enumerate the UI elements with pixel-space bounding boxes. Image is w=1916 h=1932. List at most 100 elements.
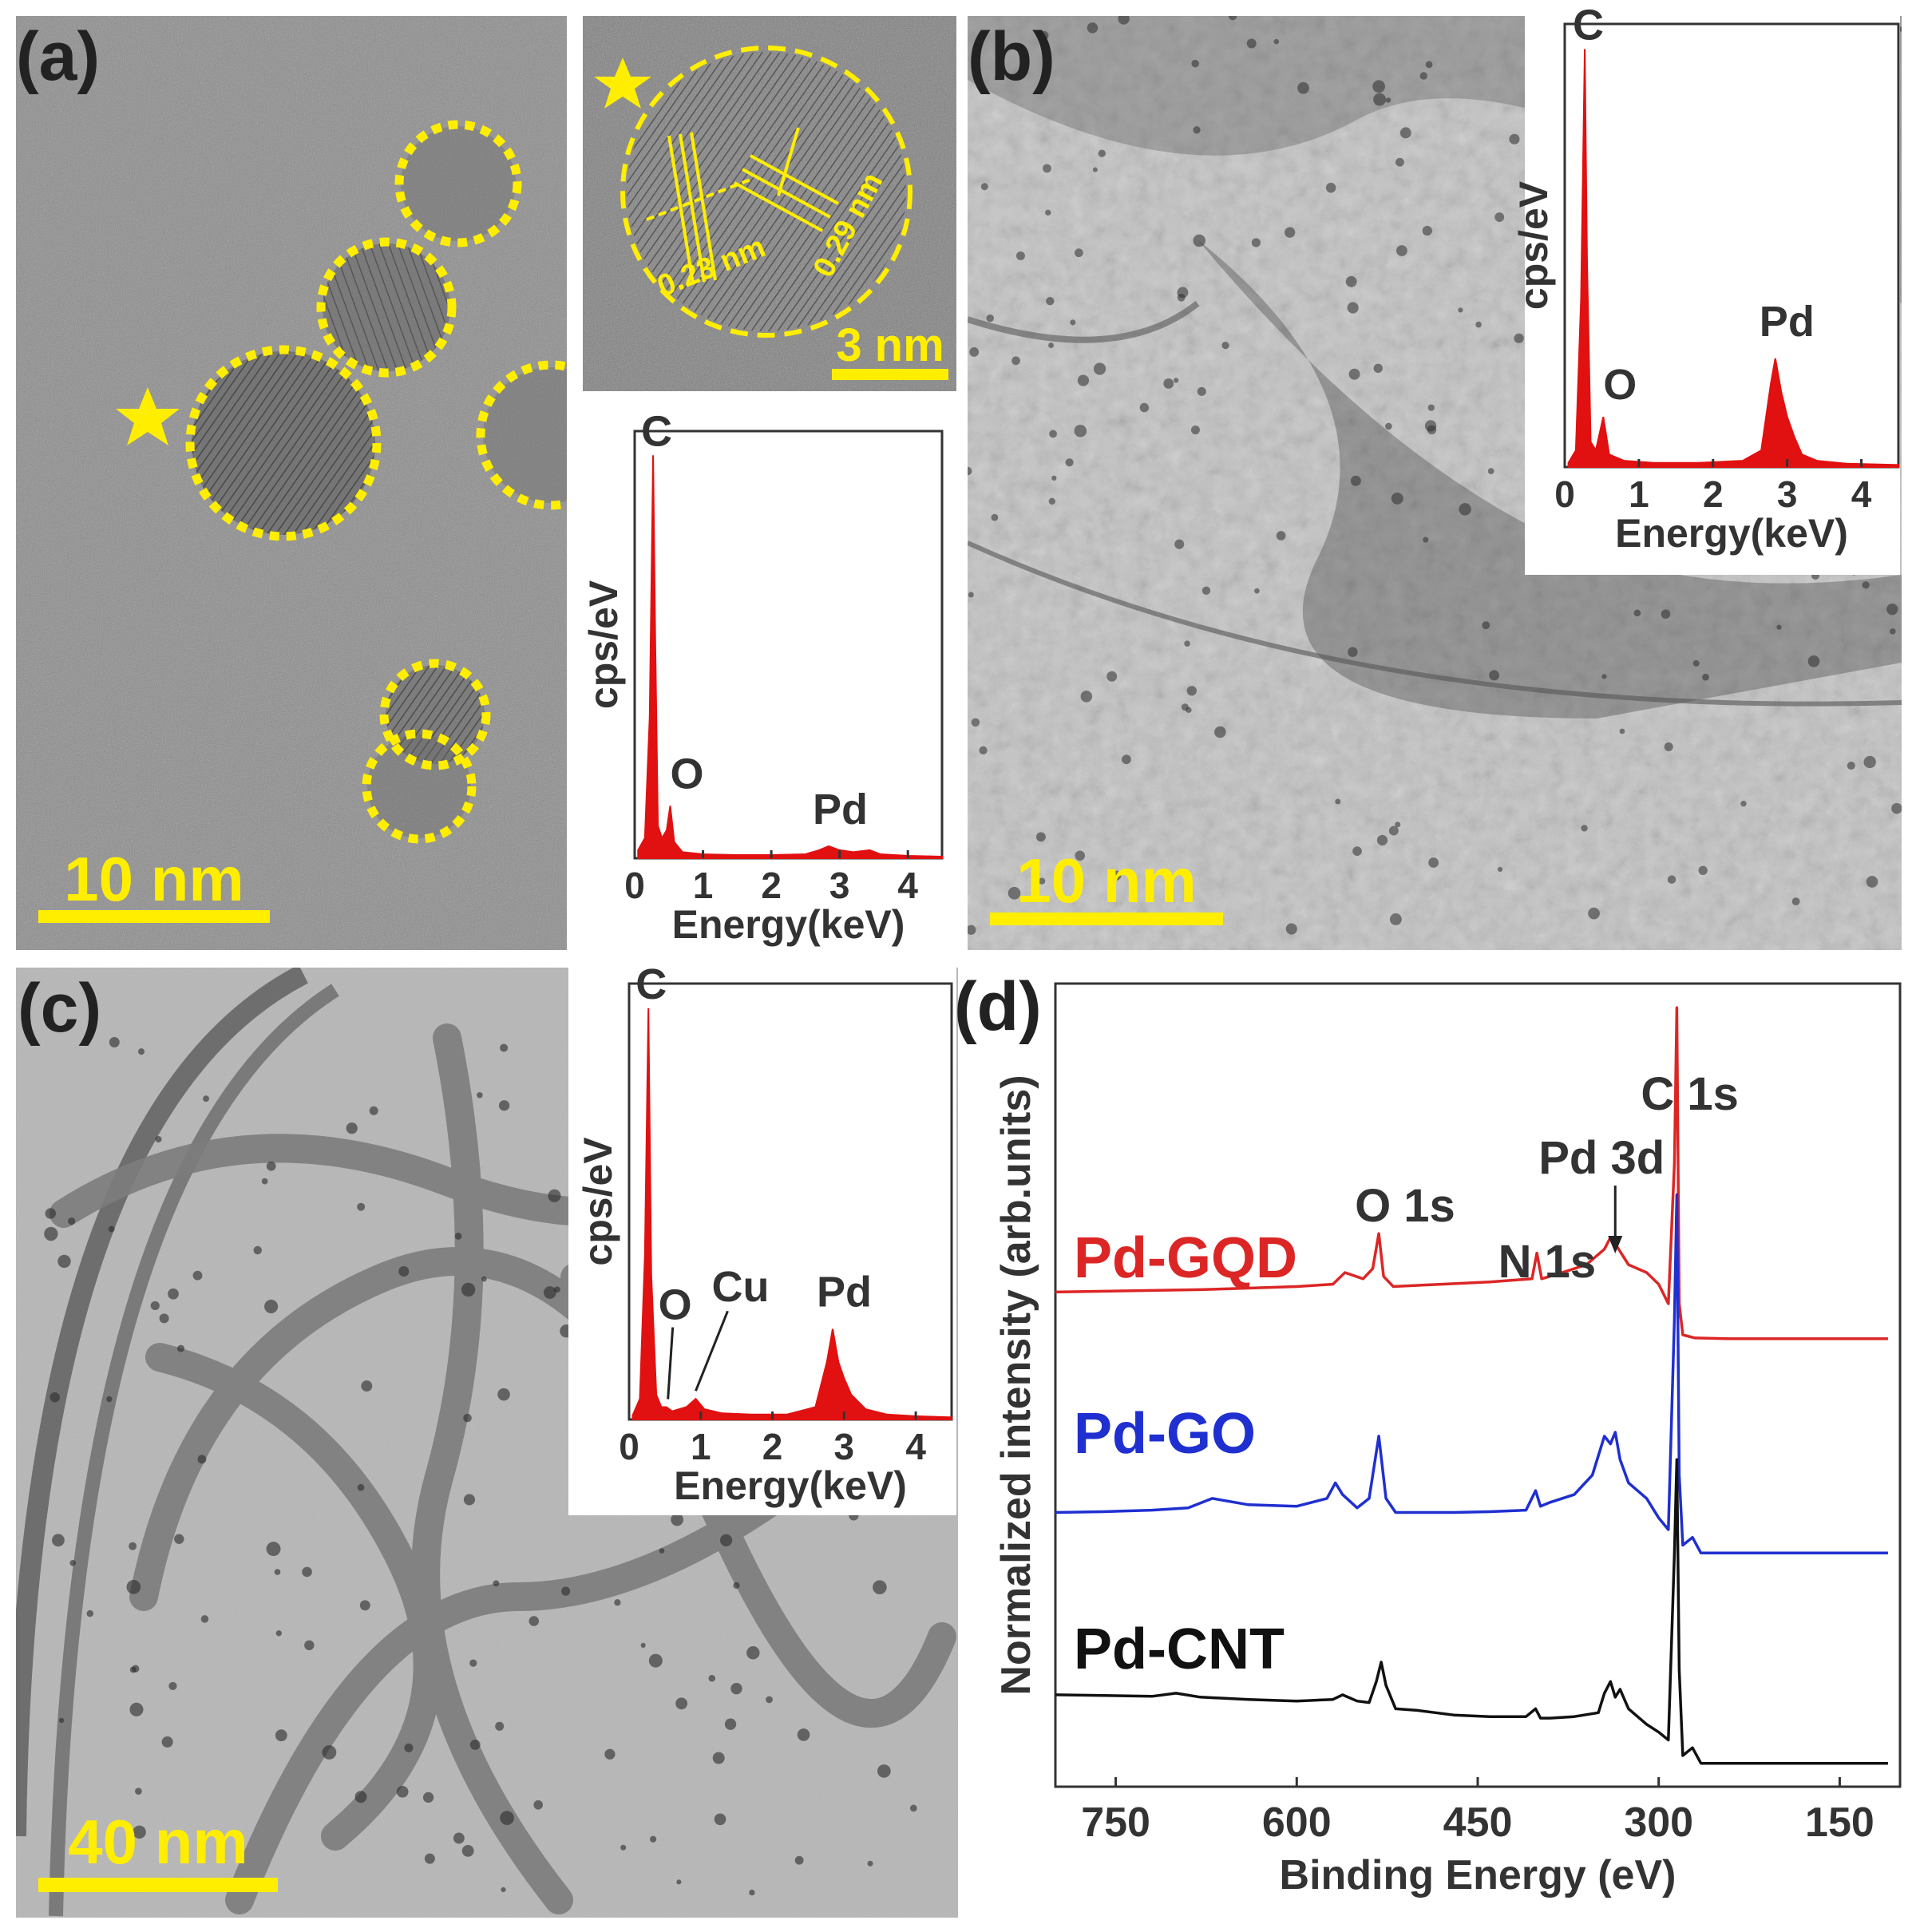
nanoparticle-dot (724, 1718, 737, 1730)
nanoparticle-dot (177, 1344, 185, 1352)
nanoparticle-dot (1087, 22, 1099, 34)
xps-series-line-pd-cnt (1055, 1458, 1888, 1765)
nanoparticle-dot (675, 1697, 688, 1710)
nanoparticle-dot (304, 1640, 315, 1651)
panel-b-scale-label: 10 nm (1016, 845, 1196, 916)
nanoparticle-dot (1863, 755, 1876, 769)
nanoparticle-dot (477, 1092, 483, 1099)
nanoparticle-dot (192, 1270, 203, 1281)
nanoparticle-dot (1807, 655, 1820, 667)
nanoparticle-dot (1046, 296, 1055, 306)
edx-x-tick-label: 0 (624, 865, 645, 906)
nanoparticle-dot (200, 1615, 209, 1623)
xps-x-tick-label: 750 (1081, 1799, 1150, 1846)
edx-peak-label: Pd (817, 1269, 872, 1316)
nanoparticle-dot (67, 1217, 76, 1225)
nanoparticle-dot (1285, 227, 1296, 238)
nanoparticle-dot (44, 1226, 58, 1241)
panel-b-scale-bar (990, 913, 1223, 925)
xps-plot-frame (1054, 982, 1902, 1788)
edx-peak-label: O (1603, 361, 1637, 409)
nanoparticle-dot (1051, 475, 1057, 481)
edx-peak-label: O (670, 750, 703, 798)
edx-x-tick-label: 4 (1851, 473, 1872, 515)
nanoparticle-dot (1075, 248, 1083, 258)
edx-peak-label: C (635, 960, 667, 1008)
nanoparticle-dot (264, 1299, 279, 1314)
edx-spectrum-line (631, 1008, 952, 1420)
xps-y-axis-label: Normalized intensity (arb.units) (993, 1075, 1039, 1695)
nanoparticle-dot (733, 1582, 740, 1590)
nanoparticle-dot (561, 1586, 571, 1596)
edx-y-axis-label: cps/eV (581, 580, 626, 709)
nanoparticle-dot (454, 1233, 462, 1240)
nanoparticle-dot (1335, 798, 1341, 805)
nanoparticle-dot (275, 1729, 287, 1742)
nanoparticle-dot (174, 1534, 184, 1544)
nanoparticle-dot (398, 1265, 410, 1277)
nanoparticle-dot (746, 1646, 760, 1660)
nanoparticle-dot (498, 1100, 510, 1111)
panel-a-scale-bar (38, 910, 270, 923)
panel-c-scale-label: 40 nm (68, 1807, 247, 1877)
nanoparticle-dot (620, 1844, 627, 1851)
nanoparticle-dot (1667, 875, 1676, 884)
nanoparticle-dot (168, 1288, 179, 1300)
nanoparticle-dot (1007, 886, 1021, 900)
nanoparticle-dot (69, 1559, 77, 1566)
hrtem-scale-bar (832, 369, 948, 380)
nanoparticle-dot (1422, 225, 1432, 236)
nanoparticle-dot (1077, 374, 1090, 386)
nanoparticle-dot (1791, 897, 1800, 906)
nanoparticle-dot (197, 1455, 207, 1464)
nanoparticle-dot (1177, 293, 1186, 302)
nanoparticle-dot (150, 1301, 160, 1311)
nanoparticle-dot (396, 1785, 409, 1798)
panel-a-label: (a) (16, 18, 100, 95)
xps-peak-annotation: O 1s (1355, 1180, 1455, 1232)
nanoparticle-dot (1092, 167, 1098, 172)
nanoparticle-dot (714, 1813, 726, 1826)
nanoparticle-dot (1197, 386, 1206, 396)
nanoparticle-dot (1350, 475, 1361, 486)
edx-x-axis-label: Energy(keV) (672, 902, 905, 947)
nanoparticle-dot (1015, 251, 1025, 260)
nanoparticle-dot (1228, 16, 1237, 21)
nanoparticle-dot (461, 1845, 474, 1857)
nanoparticle-dot (135, 1787, 142, 1795)
nanoparticle-dot (730, 1683, 742, 1695)
nanoparticle-dot (1118, 16, 1130, 25)
xps-x-tick-label: 450 (1443, 1799, 1513, 1846)
nanoparticle-dot (533, 1799, 543, 1810)
panel-c-label: (c) (18, 970, 101, 1047)
nanoparticle-dot (712, 1752, 725, 1764)
edx-x-tick-label: 3 (829, 865, 850, 906)
nanoparticle-dot (969, 347, 980, 357)
nanoparticle-dot (1458, 307, 1463, 313)
nanoparticle-dot (1065, 458, 1074, 467)
nanoparticle-dot (1886, 603, 1898, 616)
nanoparticle-dot (497, 1388, 510, 1401)
nanoparticle-dot (1038, 877, 1046, 885)
nanoparticle-dot (1246, 38, 1257, 49)
nanoparticle-dot (1388, 825, 1399, 836)
xps-x-tick-label: 300 (1624, 1799, 1693, 1846)
nanoparticle-dot (543, 1286, 556, 1299)
nanoparticle-dot (1080, 691, 1093, 703)
edx-spectrum-line (1567, 49, 1899, 468)
nanoparticle-dot (650, 1835, 657, 1843)
nanoparticle-dot (322, 1745, 337, 1760)
nanoparticle-dot (1049, 430, 1057, 438)
nanoparticle-dot (1487, 468, 1494, 474)
nanoparticle-dot (1664, 742, 1673, 751)
nanoparticle-dot (109, 1037, 120, 1047)
nanoparticle-dot (275, 1630, 282, 1637)
nanoparticle-dot (369, 1106, 378, 1115)
nanoparticle-dot (1489, 670, 1500, 681)
nanoparticle-dot (604, 1748, 616, 1760)
nanoparticle-dot (1692, 659, 1700, 667)
nanoparticle-dot (253, 1245, 262, 1255)
nanoparticle-dot (1285, 923, 1297, 935)
nanoparticle-dot (1661, 609, 1671, 619)
